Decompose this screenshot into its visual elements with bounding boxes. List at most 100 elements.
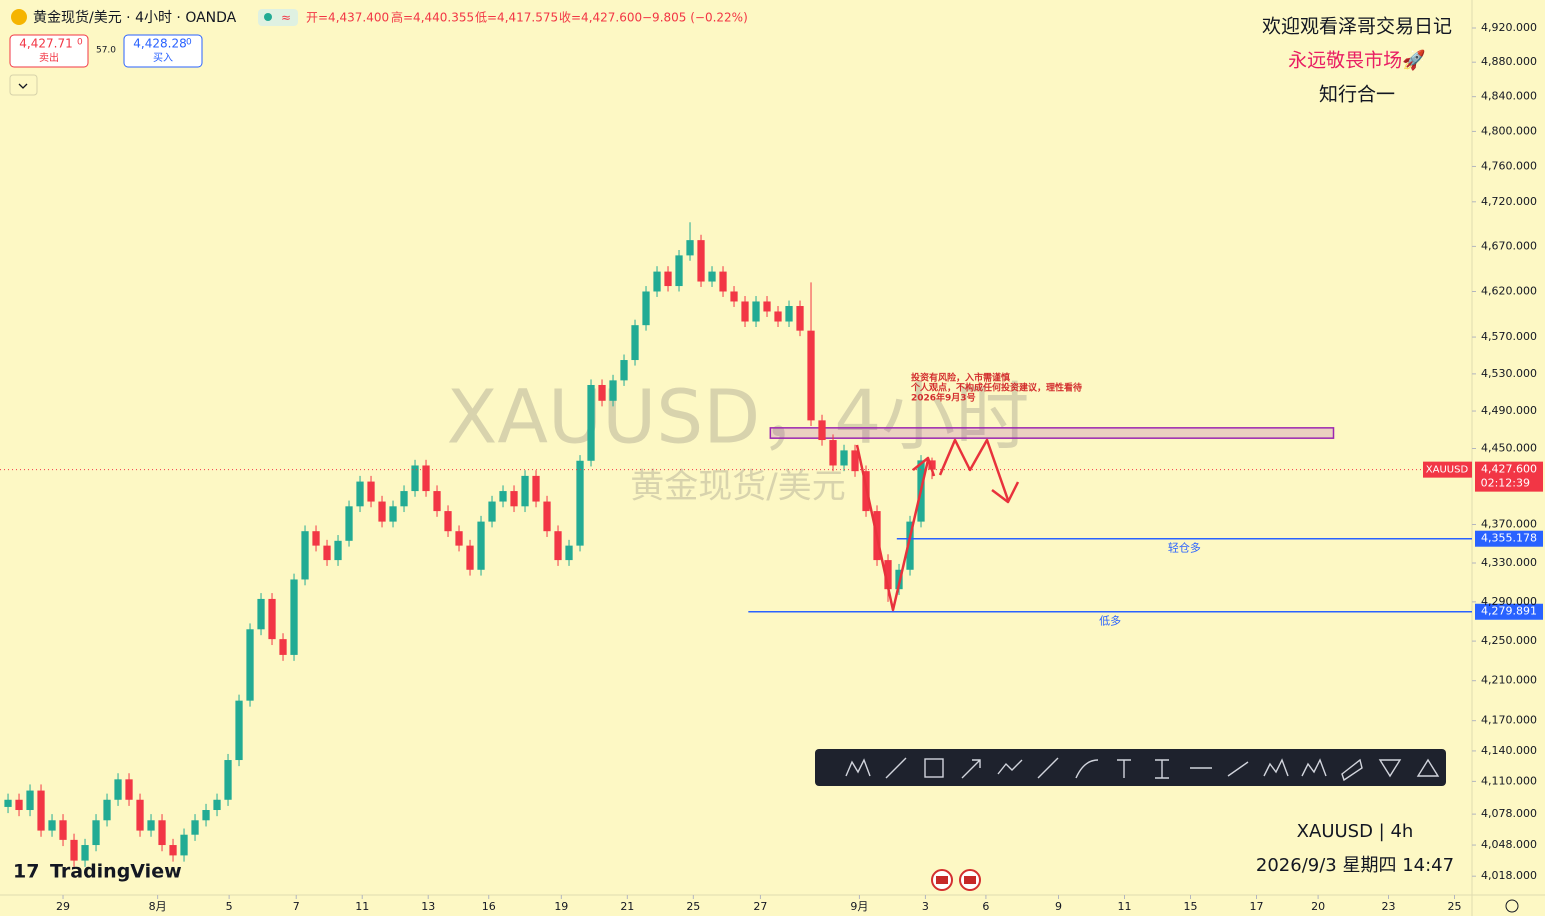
candle-body	[884, 560, 892, 590]
note-symbol-tf: XAUUSD | 4h	[1297, 821, 1414, 842]
tool-path[interactable]	[997, 759, 1023, 775]
candle-body	[796, 306, 804, 331]
buy-button[interactable]	[123, 34, 203, 68]
candle-body	[631, 325, 639, 361]
candle-body	[26, 790, 34, 811]
candle-body	[488, 501, 496, 522]
candles-layer	[4, 222, 936, 867]
arrow-head	[991, 481, 1020, 504]
level-name: 轻仓多	[1168, 541, 1201, 555]
status-dot	[264, 13, 272, 21]
candle-body	[323, 545, 331, 561]
settings-icon[interactable]	[1505, 899, 1519, 913]
tool-measure[interactable]	[1155, 759, 1169, 779]
flag-icon	[936, 876, 948, 884]
candle-body	[719, 271, 727, 292]
x-tick-label: 15	[1184, 900, 1198, 913]
y-tick-label: 4,760.000	[1481, 159, 1537, 172]
candle-body	[4, 799, 12, 807]
candle-body	[92, 820, 100, 846]
candle-body	[598, 384, 606, 401]
tool-trendline[interactable]	[885, 757, 907, 779]
candle-body	[224, 760, 232, 800]
candle-body	[642, 291, 650, 326]
level-price-box	[1475, 530, 1543, 547]
candle-body	[609, 380, 617, 401]
status-badge[interactable]	[258, 9, 298, 26]
x-tick-label: 3	[922, 900, 929, 913]
candle-body	[664, 271, 672, 287]
y-tick-label: 4,210.000	[1481, 674, 1537, 687]
x-tick-label: 11	[355, 900, 369, 913]
candle-body	[741, 301, 749, 322]
candle-body	[829, 440, 837, 466]
y-tick-label: 4,330.000	[1481, 556, 1537, 569]
x-tick-label: 7	[293, 900, 300, 913]
candle-body	[752, 301, 760, 322]
y-tick-label: 4,250.000	[1481, 634, 1537, 647]
candle-body	[466, 545, 474, 570]
x-tick-label: 29	[56, 900, 70, 913]
candle-body	[37, 790, 45, 831]
buy-label: 买入	[153, 52, 173, 64]
forecast-path	[855, 444, 930, 612]
x-tick-label: 8月	[149, 900, 167, 913]
spread: 57.0	[96, 46, 116, 56]
tool-forecast[interactable]	[1341, 758, 1363, 782]
y-tick-label: 4,140.000	[1481, 744, 1537, 757]
ohlc-close: 收=4,427.600	[559, 11, 642, 25]
candle-body	[356, 481, 364, 507]
candle-body	[554, 531, 562, 561]
y-tick-label: 4,840.000	[1481, 90, 1537, 103]
tool-ray[interactable]	[1037, 757, 1059, 779]
tool-abcd[interactable]	[1263, 758, 1289, 777]
ohlc-open: 开=4,437.400	[306, 11, 389, 25]
tool-pattern[interactable]	[845, 758, 871, 777]
candle-body	[180, 834, 188, 856]
tool-up[interactable]	[1416, 758, 1440, 777]
symbol-icon	[11, 9, 27, 25]
candle-body	[279, 639, 287, 655]
y-tick-label: 4,530.000	[1481, 367, 1537, 380]
candle-body	[378, 501, 386, 522]
tool-elliott[interactable]	[1301, 758, 1327, 777]
collapse-button[interactable]	[9, 74, 38, 96]
candle-body	[147, 820, 155, 831]
candle-body	[114, 779, 122, 800]
candle-body	[59, 820, 67, 840]
candle-body	[763, 301, 771, 312]
tool-text[interactable]	[1117, 759, 1131, 778]
y-tick-label: 4,018.000	[1481, 869, 1537, 882]
brand-name[interactable]: TradingView	[50, 861, 182, 883]
candle-body	[213, 799, 221, 811]
candle-body	[653, 271, 661, 292]
ohlc-high: 高=4,440.355	[391, 10, 474, 25]
annotation: 个人观点，不构成任何投资建议，理性看待	[910, 382, 1082, 394]
y-tick-label: 4,720.000	[1481, 195, 1537, 208]
y-tick-label: 4,450.000	[1481, 442, 1537, 455]
tool-arrow[interactable]	[961, 759, 981, 779]
candle-body	[158, 820, 166, 846]
level-price-label: 4,279.891	[1481, 605, 1537, 618]
tool-brush[interactable]	[1075, 759, 1099, 779]
sell-label: 卖出	[39, 51, 59, 64]
tool-more[interactable]	[1378, 759, 1402, 778]
sell-button[interactable]	[9, 34, 89, 68]
x-tick-label: 27	[753, 900, 767, 913]
tool-ruler[interactable]	[1227, 761, 1249, 777]
x-tick-label: 23	[1382, 900, 1396, 913]
y-tick-label: 4,078.000	[1481, 807, 1537, 820]
y-tick-label: 4,620.000	[1481, 284, 1537, 297]
y-tick-label: 4,290.000	[1481, 595, 1537, 608]
x-tick-label: 25	[686, 900, 700, 913]
tool-rectangle[interactable]	[924, 758, 944, 778]
candle-body	[125, 779, 133, 800]
brand-logo: 17	[13, 861, 39, 883]
candle-body	[367, 481, 375, 502]
symbol-title[interactable]: 黄金现货/美元 · 4小时 · OANDA	[33, 9, 237, 26]
candle-body	[70, 839, 78, 861]
y-tick-label: 4,170.000	[1481, 714, 1537, 727]
candle-body	[411, 465, 419, 492]
y-tick-label: 4,490.000	[1481, 404, 1537, 417]
